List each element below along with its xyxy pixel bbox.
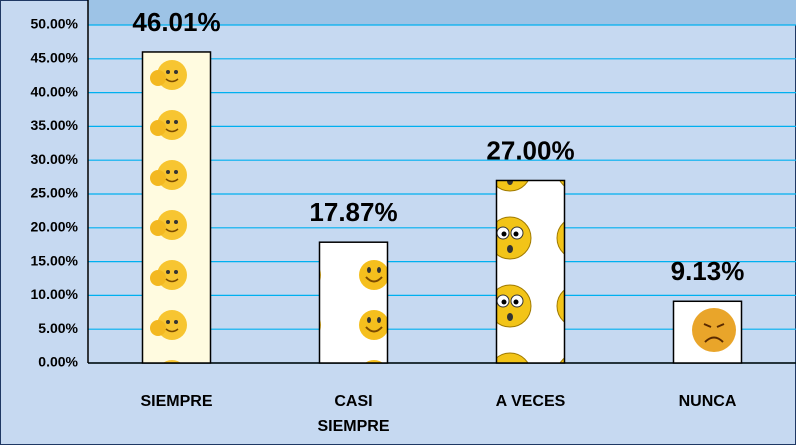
data-label: 46.01%: [132, 7, 220, 37]
data-label: 9.13%: [671, 256, 745, 286]
y-tick-label: 15.00%: [31, 252, 79, 268]
x-tick-label: CASI SIEMPRE: [317, 393, 390, 435]
y-tick-label: 50.00%: [31, 16, 79, 32]
bar: [318, 241, 389, 364]
x-tick-label: A VECES: [495, 393, 566, 410]
bar: [672, 300, 743, 364]
y-tick-label: 35.00%: [31, 117, 79, 133]
data-label: 17.87%: [309, 197, 397, 227]
y-tick-label: 45.00%: [31, 50, 79, 66]
y-tick-label: 40.00%: [31, 83, 79, 99]
x-tick-label: NUNCA: [678, 393, 737, 410]
data-label: 27.00%: [486, 135, 574, 165]
plot-top-band: [88, 0, 796, 25]
x-tick-label: SIEMPRE: [140, 393, 213, 410]
y-tick-label: 30.00%: [31, 151, 79, 167]
y-tick-label: 25.00%: [31, 185, 79, 201]
y-tick-label: 10.00%: [31, 286, 79, 302]
bar: [495, 179, 566, 364]
y-tick-label: 0.00%: [38, 354, 78, 370]
y-tick-label: 5.00%: [38, 320, 78, 336]
bar: [141, 51, 212, 364]
y-tick-label: 20.00%: [31, 219, 79, 235]
